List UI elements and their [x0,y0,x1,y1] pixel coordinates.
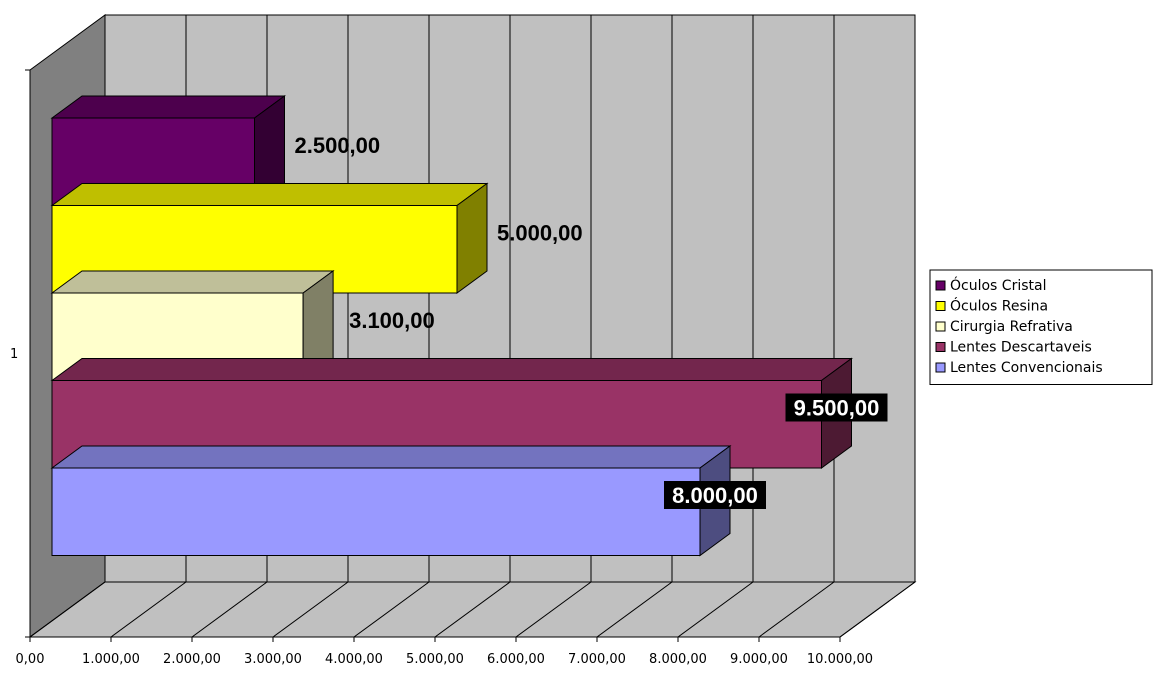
gridline-floor [110,581,187,638]
bar-top-face [50,95,287,119]
x-tick-label: 7.000,00 [568,652,626,667]
legend-label: Lentes Convencionais [950,360,1103,376]
gridline-floor [434,581,511,638]
data-label-bg [664,481,766,509]
legend-label: Óculos Resina [950,297,1048,315]
gridline-floor [191,581,268,638]
x-tick-label: 9.000,00 [730,652,788,667]
data-label: 2.500,00 [295,133,381,158]
x-tick-label: 3.000,00 [244,652,302,667]
axes: 0,00 1.000,00 2.000,00 3.000,00 4.000,00 5.00… [10,69,873,667]
legend: Óculos Cristal Óculos Resina Cirurgia Refr… [929,269,1153,385]
legend-label: Óculos Cristal [950,276,1046,294]
gridline-floor [596,581,673,638]
x-tick-label: 8.000,00 [649,652,707,667]
category-label: 1 [10,347,18,362]
legend-box [929,269,1153,385]
legend-swatch [935,321,946,332]
bar-end-face [456,182,488,294]
gridline-floor [353,581,430,638]
data-label-bg [785,393,888,422]
bar-front-face [51,467,701,556]
gridline-floor [515,581,592,638]
bar-5 [50,445,732,557]
gridline-floor [272,581,349,638]
x-tick-label: 10.000,00 [807,652,873,667]
legend-label: Cirurgia Refrativa [950,319,1073,335]
legend-swatch [935,301,946,311]
bars [50,95,854,557]
legend-label: Lentes Descartaveis [950,340,1092,356]
data-label: 9.500,00 [794,396,880,421]
data-label: 5.000,00 [497,221,583,246]
x-tick-label: 2.000,00 [163,652,221,667]
bar-top-face [50,270,335,294]
legend-swatch [935,342,946,352]
x-tick-label: 5.000,00 [406,652,464,667]
bar-top-face [50,445,732,469]
data-label: 3.100,00 [349,308,435,333]
legend-swatch [935,280,946,291]
data-label: 8.000,00 [672,483,758,508]
x-tick-label: 0,00 [16,652,45,667]
gridline-floor [839,581,916,638]
gridline-floor [758,581,835,638]
x-tick-label: 4.000,00 [325,652,383,667]
bar-top-face [50,358,854,381]
gridline-floor [29,581,106,638]
data-labels: 2.500,00 5.000,00 3.100,00 9.500,00 8.000,00 [295,133,888,509]
legend-swatch [935,362,946,373]
bar-top-face [50,183,489,206]
gridline-floor [677,581,754,638]
x-tick-label: 1.000,00 [82,652,140,667]
x-tick-label: 6.000,00 [487,652,545,667]
